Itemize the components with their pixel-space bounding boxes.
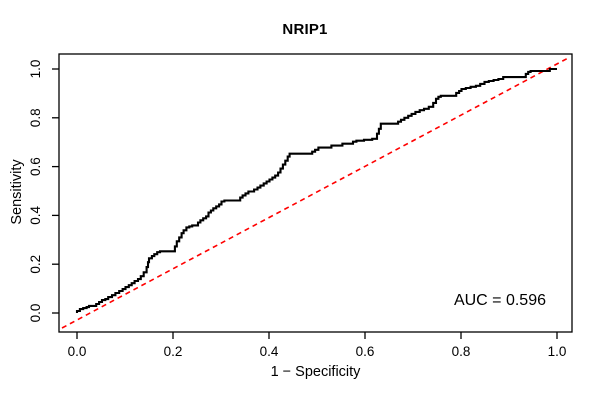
y-axis-label: Sensitivity xyxy=(9,159,25,225)
x-tick-label: 0.6 xyxy=(356,344,375,359)
axis-tick-labels: 0.0 0.2 0.4 0.6 0.8 1.0 0.0 0.2 0.4 0.6 0.8 1.0 xyxy=(28,60,566,359)
x-axis-label: 1 − Specificity xyxy=(270,364,361,380)
x-tick-label: 0.4 xyxy=(260,344,279,359)
y-tick-label: 1.0 xyxy=(28,60,43,79)
y-tick-label: 0.8 xyxy=(28,108,43,127)
axis-ticks xyxy=(52,68,558,339)
y-tick-label: 0.6 xyxy=(28,157,43,176)
x-tick-label: 0.0 xyxy=(68,344,87,359)
x-tick-label: 0.2 xyxy=(164,344,183,359)
plot-frame-box xyxy=(58,53,573,333)
y-tick-label: 0.0 xyxy=(28,304,43,323)
y-tick-label: 0.2 xyxy=(28,255,43,274)
auc-label: AUC = 0.596 xyxy=(453,292,546,309)
x-tick-label: 0.8 xyxy=(452,344,471,359)
roc-curve-path xyxy=(75,67,557,313)
y-tick-label: 0.4 xyxy=(28,206,43,225)
x-tick-label: 1.0 xyxy=(548,344,567,359)
plot-title: NRIP1 xyxy=(282,21,328,38)
chance-diagonal-line xyxy=(61,56,571,329)
